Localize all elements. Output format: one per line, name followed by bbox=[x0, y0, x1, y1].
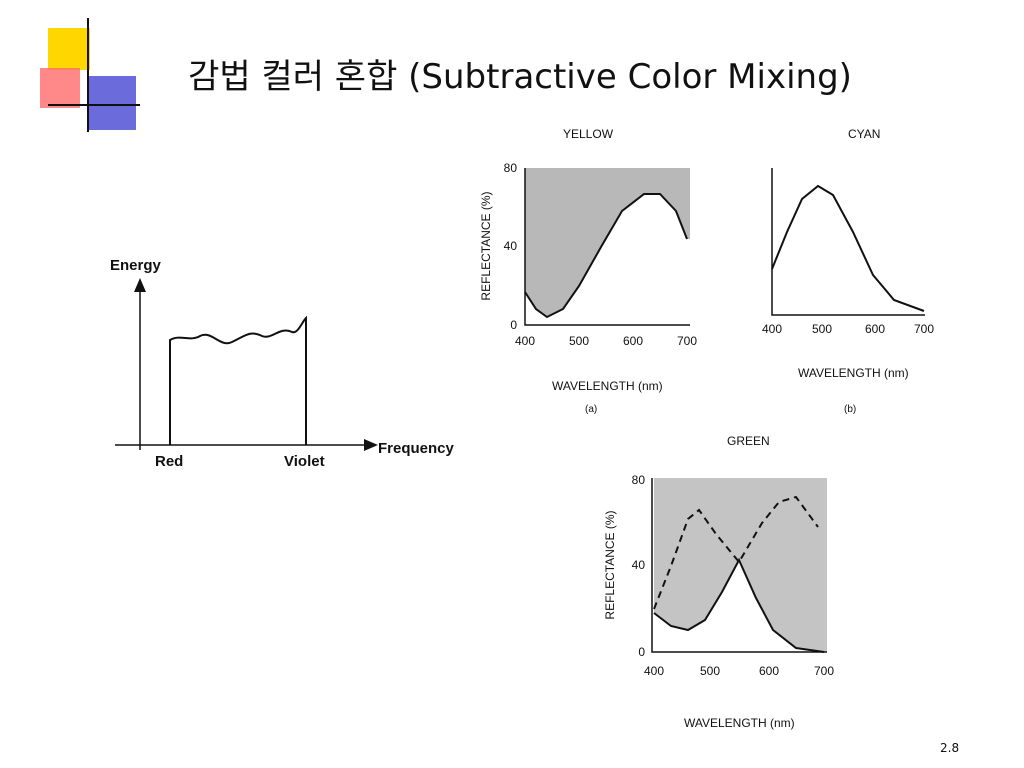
tick-label: 600 bbox=[865, 322, 885, 336]
tick-label: 500 bbox=[812, 322, 832, 336]
tick-label: 40 bbox=[632, 558, 646, 572]
tick-label: 400 bbox=[515, 334, 535, 348]
slide-title: 감법 컬러 혼합 (Subtractive Color Mixing) bbox=[188, 57, 852, 97]
tick-label: 80 bbox=[632, 473, 646, 487]
tick-label: 700 bbox=[914, 322, 934, 336]
energy-curve bbox=[169, 315, 307, 445]
x-label: WAVELENGTH (nm) bbox=[798, 366, 909, 380]
unshaded bbox=[525, 194, 690, 325]
end-label: Violet bbox=[284, 453, 325, 470]
deco-yellow bbox=[48, 28, 90, 70]
slide-number: 2.8 bbox=[940, 741, 959, 755]
curve bbox=[653, 557, 825, 653]
curve bbox=[524, 193, 688, 319]
unshaded bbox=[654, 560, 824, 652]
tick-label: 0 bbox=[510, 318, 517, 332]
caption: (b) bbox=[844, 404, 856, 415]
tick-label: 600 bbox=[623, 334, 643, 348]
deco-red bbox=[40, 68, 80, 108]
energy-diagram: Energy Frequency Red Violet bbox=[110, 257, 455, 470]
dashed-curve bbox=[653, 495, 819, 610]
plot-title: CYAN bbox=[848, 127, 880, 141]
tick-label: 500 bbox=[569, 334, 589, 348]
green-plot: GREEN REFLECTANCE (%) 0 40 80 400 500 60… bbox=[603, 434, 834, 730]
y-label: REFLECTANCE (%) bbox=[603, 510, 617, 619]
arrow bbox=[364, 439, 378, 451]
tick-label: 0 bbox=[638, 645, 645, 659]
x-label: Frequency bbox=[378, 440, 455, 457]
tick-label: 400 bbox=[644, 664, 664, 678]
curve bbox=[771, 184, 925, 312]
tick-label: 400 bbox=[762, 322, 782, 336]
y-label: Energy bbox=[110, 257, 162, 274]
yellow-plot: YELLOW REFLECTANCE (%) 0 40 80 400 500 6… bbox=[479, 127, 697, 415]
x-label: WAVELENGTH (nm) bbox=[552, 379, 663, 393]
tick-label: 40 bbox=[504, 239, 518, 253]
tick-label: 80 bbox=[504, 161, 518, 175]
plot-title: GREEN bbox=[727, 434, 770, 448]
axis bbox=[771, 168, 925, 316]
deco-blue bbox=[88, 76, 136, 130]
cyan-plot: CYAN 400 500 600 700 WAVELENGTH (nm) (b) bbox=[762, 127, 934, 415]
start-label: Red bbox=[155, 453, 183, 470]
axis bbox=[524, 168, 690, 326]
x-label: WAVELENGTH (nm) bbox=[684, 716, 795, 730]
axis bbox=[651, 478, 827, 653]
tick-label: 700 bbox=[814, 664, 834, 678]
caption: (a) bbox=[585, 404, 597, 415]
tick-label: 600 bbox=[759, 664, 779, 678]
tick-label: 500 bbox=[700, 664, 720, 678]
tick-label: 700 bbox=[677, 334, 697, 348]
y-label: REFLECTANCE (%) bbox=[479, 191, 493, 300]
arrow bbox=[134, 278, 146, 292]
plot-title: YELLOW bbox=[563, 127, 614, 141]
